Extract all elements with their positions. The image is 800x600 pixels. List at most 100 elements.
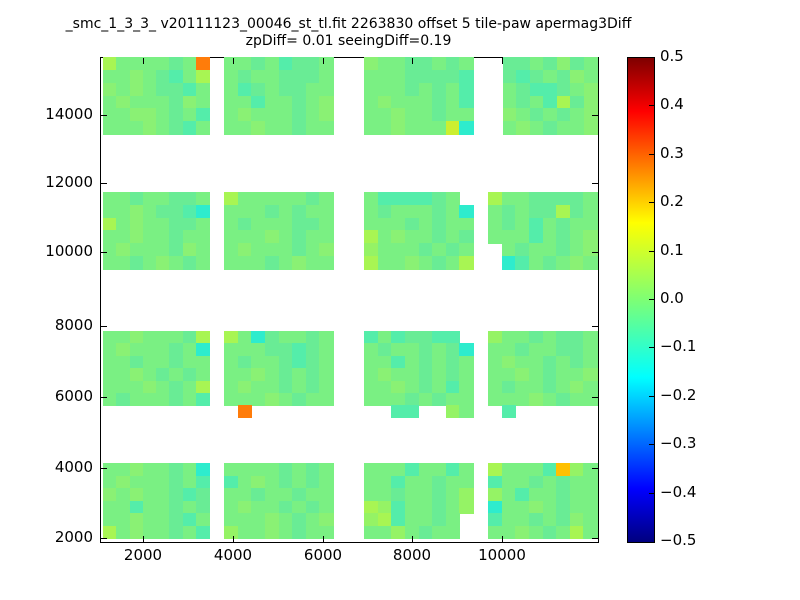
- heatmap-cell: [169, 217, 184, 232]
- heatmap-cell: [129, 513, 144, 527]
- heatmap-cell: [445, 256, 461, 270]
- heatmap-cell: [169, 192, 184, 206]
- heatmap-cell: [542, 192, 557, 206]
- heatmap-cell: [556, 343, 571, 357]
- heatmap-cell: [103, 230, 117, 244]
- colorbar-tick-label: 0.1: [660, 240, 684, 259]
- heatmap-cell: [142, 500, 157, 514]
- heatmap-cell: [529, 82, 544, 97]
- heatmap-cell: [445, 513, 461, 527]
- heatmap-cell: [224, 204, 239, 219]
- heatmap-cell: [445, 108, 461, 122]
- heatmap-cell: [404, 108, 420, 122]
- heatmap-cell: [445, 500, 461, 514]
- heatmap-cell: [305, 525, 321, 539]
- heatmap-cell: [377, 69, 392, 84]
- y-tick-mark: [592, 252, 598, 253]
- heatmap-cell: [264, 256, 280, 270]
- heatmap-cell: [195, 57, 210, 71]
- heatmap-cell: [142, 69, 157, 84]
- heatmap-cell: [237, 108, 252, 122]
- heatmap-cell: [264, 368, 280, 382]
- heatmap-cell: [103, 355, 117, 369]
- plot-title: _smc_1_3_3_ v20111123_00046_st_tl.fit 22…: [65, 16, 632, 32]
- heatmap-cell: [583, 343, 598, 357]
- heatmap-cell: [432, 82, 447, 97]
- heatmap-cell: [583, 95, 598, 110]
- heatmap-cell: [156, 69, 170, 84]
- heatmap-cell: [377, 82, 392, 97]
- heatmap-cell: [364, 500, 379, 514]
- heatmap-cell: [237, 405, 252, 419]
- heatmap-cell: [418, 192, 433, 206]
- heatmap-cell: [278, 475, 293, 489]
- heatmap-cell: [529, 121, 544, 135]
- colorbar-tick-mark: [649, 154, 654, 155]
- heatmap-cell: [459, 475, 474, 489]
- y-tick-label: 2000: [54, 528, 93, 546]
- colorbar-tick-mark: [649, 396, 654, 397]
- heatmap-cell: [182, 488, 197, 502]
- heatmap-cell: [305, 243, 321, 257]
- heatmap-cell: [292, 121, 307, 135]
- heatmap-cell: [278, 355, 293, 369]
- heatmap-cell: [129, 463, 144, 477]
- heatmap-cell: [278, 121, 293, 135]
- heatmap-cell: [515, 243, 530, 257]
- heatmap-cell: [129, 243, 144, 257]
- heatmap-cell: [103, 475, 117, 489]
- heatmap-cell: [224, 95, 239, 110]
- heatmap-cell: [528, 355, 544, 369]
- heatmap-cell: [515, 192, 530, 206]
- heatmap-cell: [224, 256, 239, 270]
- heatmap-cell: [432, 368, 447, 382]
- heatmap-cell: [528, 256, 544, 270]
- heatmap-cell: [488, 488, 503, 502]
- heatmap-cell: [529, 69, 544, 84]
- heatmap-cell: [224, 355, 239, 369]
- colorbar: [627, 57, 655, 543]
- heatmap-cell: [237, 500, 252, 514]
- heatmap-cell: [142, 343, 157, 357]
- heatmap-cell: [583, 82, 598, 97]
- heatmap-cell: [224, 121, 239, 135]
- heatmap-cell: [515, 368, 530, 382]
- heatmap-cell: [391, 57, 406, 71]
- heatmap-cell: [391, 368, 406, 382]
- heatmap-cell: [182, 393, 197, 407]
- heatmap-cell: [445, 331, 461, 345]
- heatmap-cell: [543, 108, 558, 122]
- heatmap-cell: [445, 380, 461, 394]
- heatmap-cell: [528, 230, 544, 244]
- heatmap-cell: [569, 393, 585, 407]
- heatmap-cell: [377, 192, 392, 206]
- heatmap-cell: [237, 488, 252, 502]
- heatmap-cell: [583, 121, 598, 135]
- heatmap-cell: [169, 121, 184, 135]
- heatmap-cell: [445, 82, 461, 97]
- heatmap-cell: [116, 243, 131, 257]
- heatmap-cell: [528, 500, 544, 514]
- heatmap-cell: [224, 230, 239, 244]
- heatmap-cell: [569, 343, 585, 357]
- heatmap-cell: [488, 500, 503, 514]
- y-tick-mark: [592, 538, 598, 539]
- heatmap-cell: [459, 230, 474, 244]
- heatmap-cell: [319, 343, 334, 357]
- heatmap-cell: [292, 500, 307, 514]
- heatmap-cell: [195, 82, 210, 97]
- heatmap-cell: [182, 500, 197, 514]
- heatmap-cell: [391, 475, 406, 489]
- heatmap-cell: [224, 217, 239, 232]
- heatmap-cell: [459, 108, 474, 122]
- heatmap-cell: [169, 82, 184, 97]
- heatmap-cell: [156, 393, 170, 407]
- heatmap-cell: [224, 500, 239, 514]
- heatmap-cell: [569, 500, 585, 514]
- heatmap-cell: [404, 95, 420, 110]
- heatmap-cell: [377, 380, 392, 394]
- heatmap-cell: [129, 192, 144, 206]
- heatmap-cell: [516, 121, 531, 135]
- heatmap-cell: [432, 95, 447, 110]
- heatmap-cell: [264, 355, 280, 369]
